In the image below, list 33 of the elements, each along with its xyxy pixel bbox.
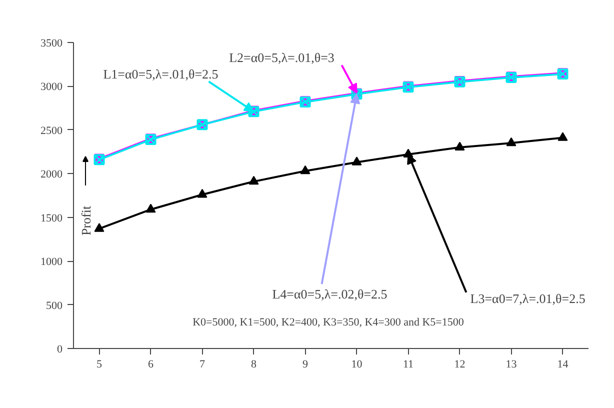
x-tick-label: 8 [251,358,257,370]
y-tick-label: 3500 [40,38,63,50]
y-tick-label: 2000 [40,168,63,181]
point [300,165,310,174]
point [94,223,104,232]
point [197,188,208,198]
x-tick-label: 6 [148,358,154,370]
point [454,142,465,151]
x-tick-label: 5 [96,358,102,370]
point [248,176,259,185]
annotation: L4=α0=5,λ=.02,θ=2.5 [272,286,388,302]
annotation: K0=5000, K1=500, K2=400, K3=350, K4=300 and K5=1500 [192,316,464,328]
annotation: L3=α0=7,λ=.01,θ=2.5 [470,290,586,306]
x-tick-label: 11 [402,358,414,370]
y-tick-label: 1500 [40,212,63,224]
annotation: L2=α0=5,λ=.01,θ=3 [229,50,334,66]
x-tick-label: 14 [557,358,569,370]
x-tick-label: 12 [454,358,466,370]
x-tick-label: 9 [302,358,308,370]
point [506,137,516,146]
y-tick-label: 1000 [40,256,63,268]
y-tick-label: 2500 [40,124,63,137]
x-tick-label: 7 [200,358,206,370]
y-axis-title: Profit [78,206,94,236]
point [146,204,156,213]
point [352,156,362,166]
x-tick-label: 10 [351,358,363,370]
y-tick-label: 500 [46,300,63,312]
y-tick-label: 3000 [40,81,63,94]
y-tick-label: 0 [57,344,63,356]
point [558,132,568,141]
annotation: L1=α0=5,λ=.01,θ=2.5 [103,66,218,82]
x-tick-label: 13 [506,358,518,370]
